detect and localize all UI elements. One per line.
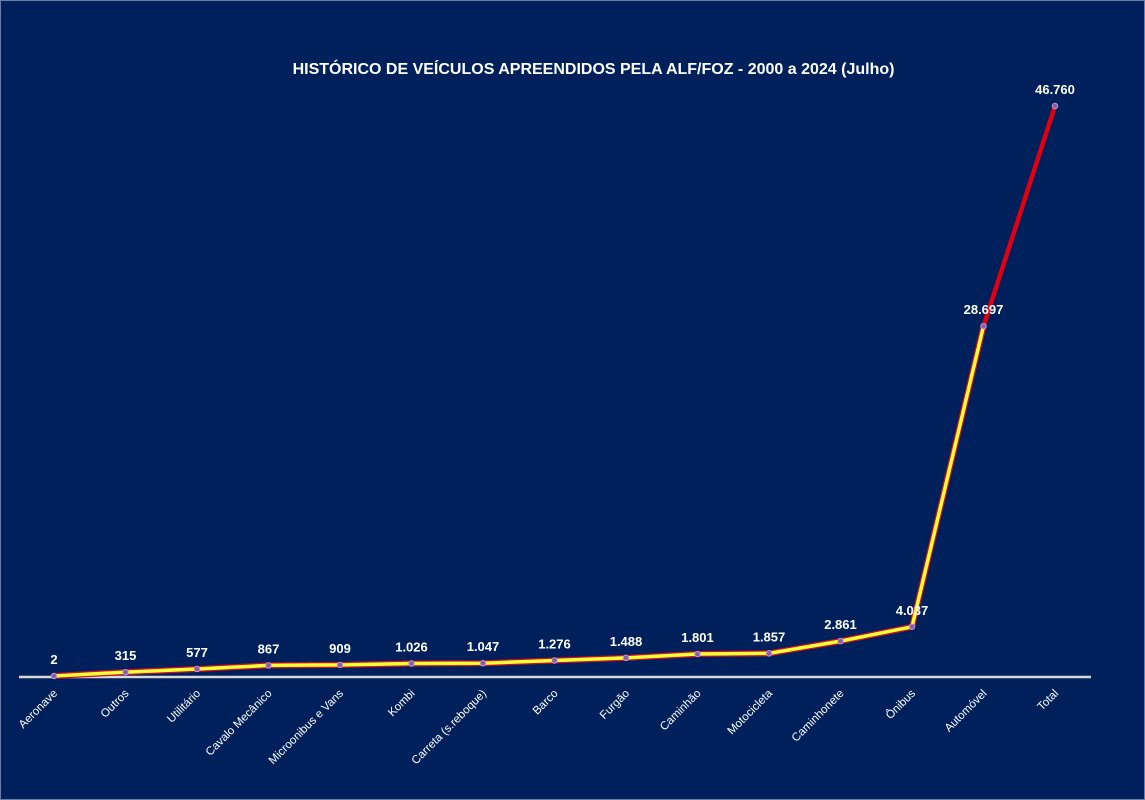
- data-point-5: [408, 660, 415, 667]
- data-label-4: 909: [329, 641, 351, 656]
- x-tick-label-1: Outros: [99, 687, 132, 720]
- data-point-9: [694, 650, 701, 658]
- data-label-3: 867: [258, 641, 280, 656]
- x-tick-label-7: Barco: [531, 688, 561, 718]
- data-point-11: [837, 637, 844, 645]
- x-tick-label-12: Ônibus: [883, 687, 918, 722]
- data-label-0: 2: [50, 652, 57, 667]
- data-label-11: 2.861: [824, 617, 857, 632]
- data-label-10: 1.857: [753, 629, 786, 644]
- data-label-6: 1.047: [467, 639, 500, 654]
- x-tick-label-13: Automóvel: [943, 688, 990, 735]
- data-point-10: [765, 650, 773, 657]
- data-point-3: [265, 662, 272, 669]
- data-point-2: [193, 665, 201, 673]
- data-label-7: 1.276: [538, 636, 571, 651]
- x-tick-label-8: Furgão: [598, 688, 632, 722]
- x-tick-label-3: Cavalo Mecânico: [204, 688, 275, 759]
- x-tick-label-2: Utilitário: [165, 688, 203, 726]
- x-tick-label-11: Caminhonete: [790, 688, 847, 745]
- x-tick-label-5: Kombi: [386, 688, 418, 720]
- x-tick-label-0: Aeronave: [17, 688, 60, 731]
- data-label-5: 1.026: [395, 639, 428, 654]
- data-label-8: 1.488: [610, 634, 643, 649]
- data-point-4: [336, 661, 344, 669]
- x-tick-label-10: Motocicleta: [726, 687, 776, 737]
- x-tick-label-9: Caminhão: [658, 688, 704, 734]
- data-point-8: [622, 654, 630, 662]
- series-line-total-segment: [981, 103, 1058, 329]
- data-label-2: 577: [186, 645, 208, 660]
- data-point-12: [908, 623, 916, 630]
- x-tick-label-4: Microonibus e Vans: [267, 687, 346, 766]
- data-point-14: [1051, 102, 1059, 110]
- data-point-1: [122, 668, 129, 676]
- data-label-1: 315: [115, 648, 137, 663]
- series-line: [52, 324, 986, 678]
- x-tick-label-6: Carreta (s.reboque): [410, 688, 490, 768]
- data-label-13: 28.697: [964, 302, 1004, 317]
- data-label-14: 46.760: [1035, 82, 1075, 97]
- data-point-0: [50, 672, 58, 680]
- x-tick-label-14: Total: [1035, 688, 1061, 714]
- data-point-7: [551, 657, 558, 664]
- data-label-12: 4.037: [896, 603, 929, 618]
- chart-title: HISTÓRICO DE VEÍCULOS APREENDIDOS PELA A…: [292, 61, 895, 78]
- data-point-13: [980, 322, 987, 330]
- data-point-6: [479, 660, 487, 667]
- data-label-9: 1.801: [681, 630, 714, 645]
